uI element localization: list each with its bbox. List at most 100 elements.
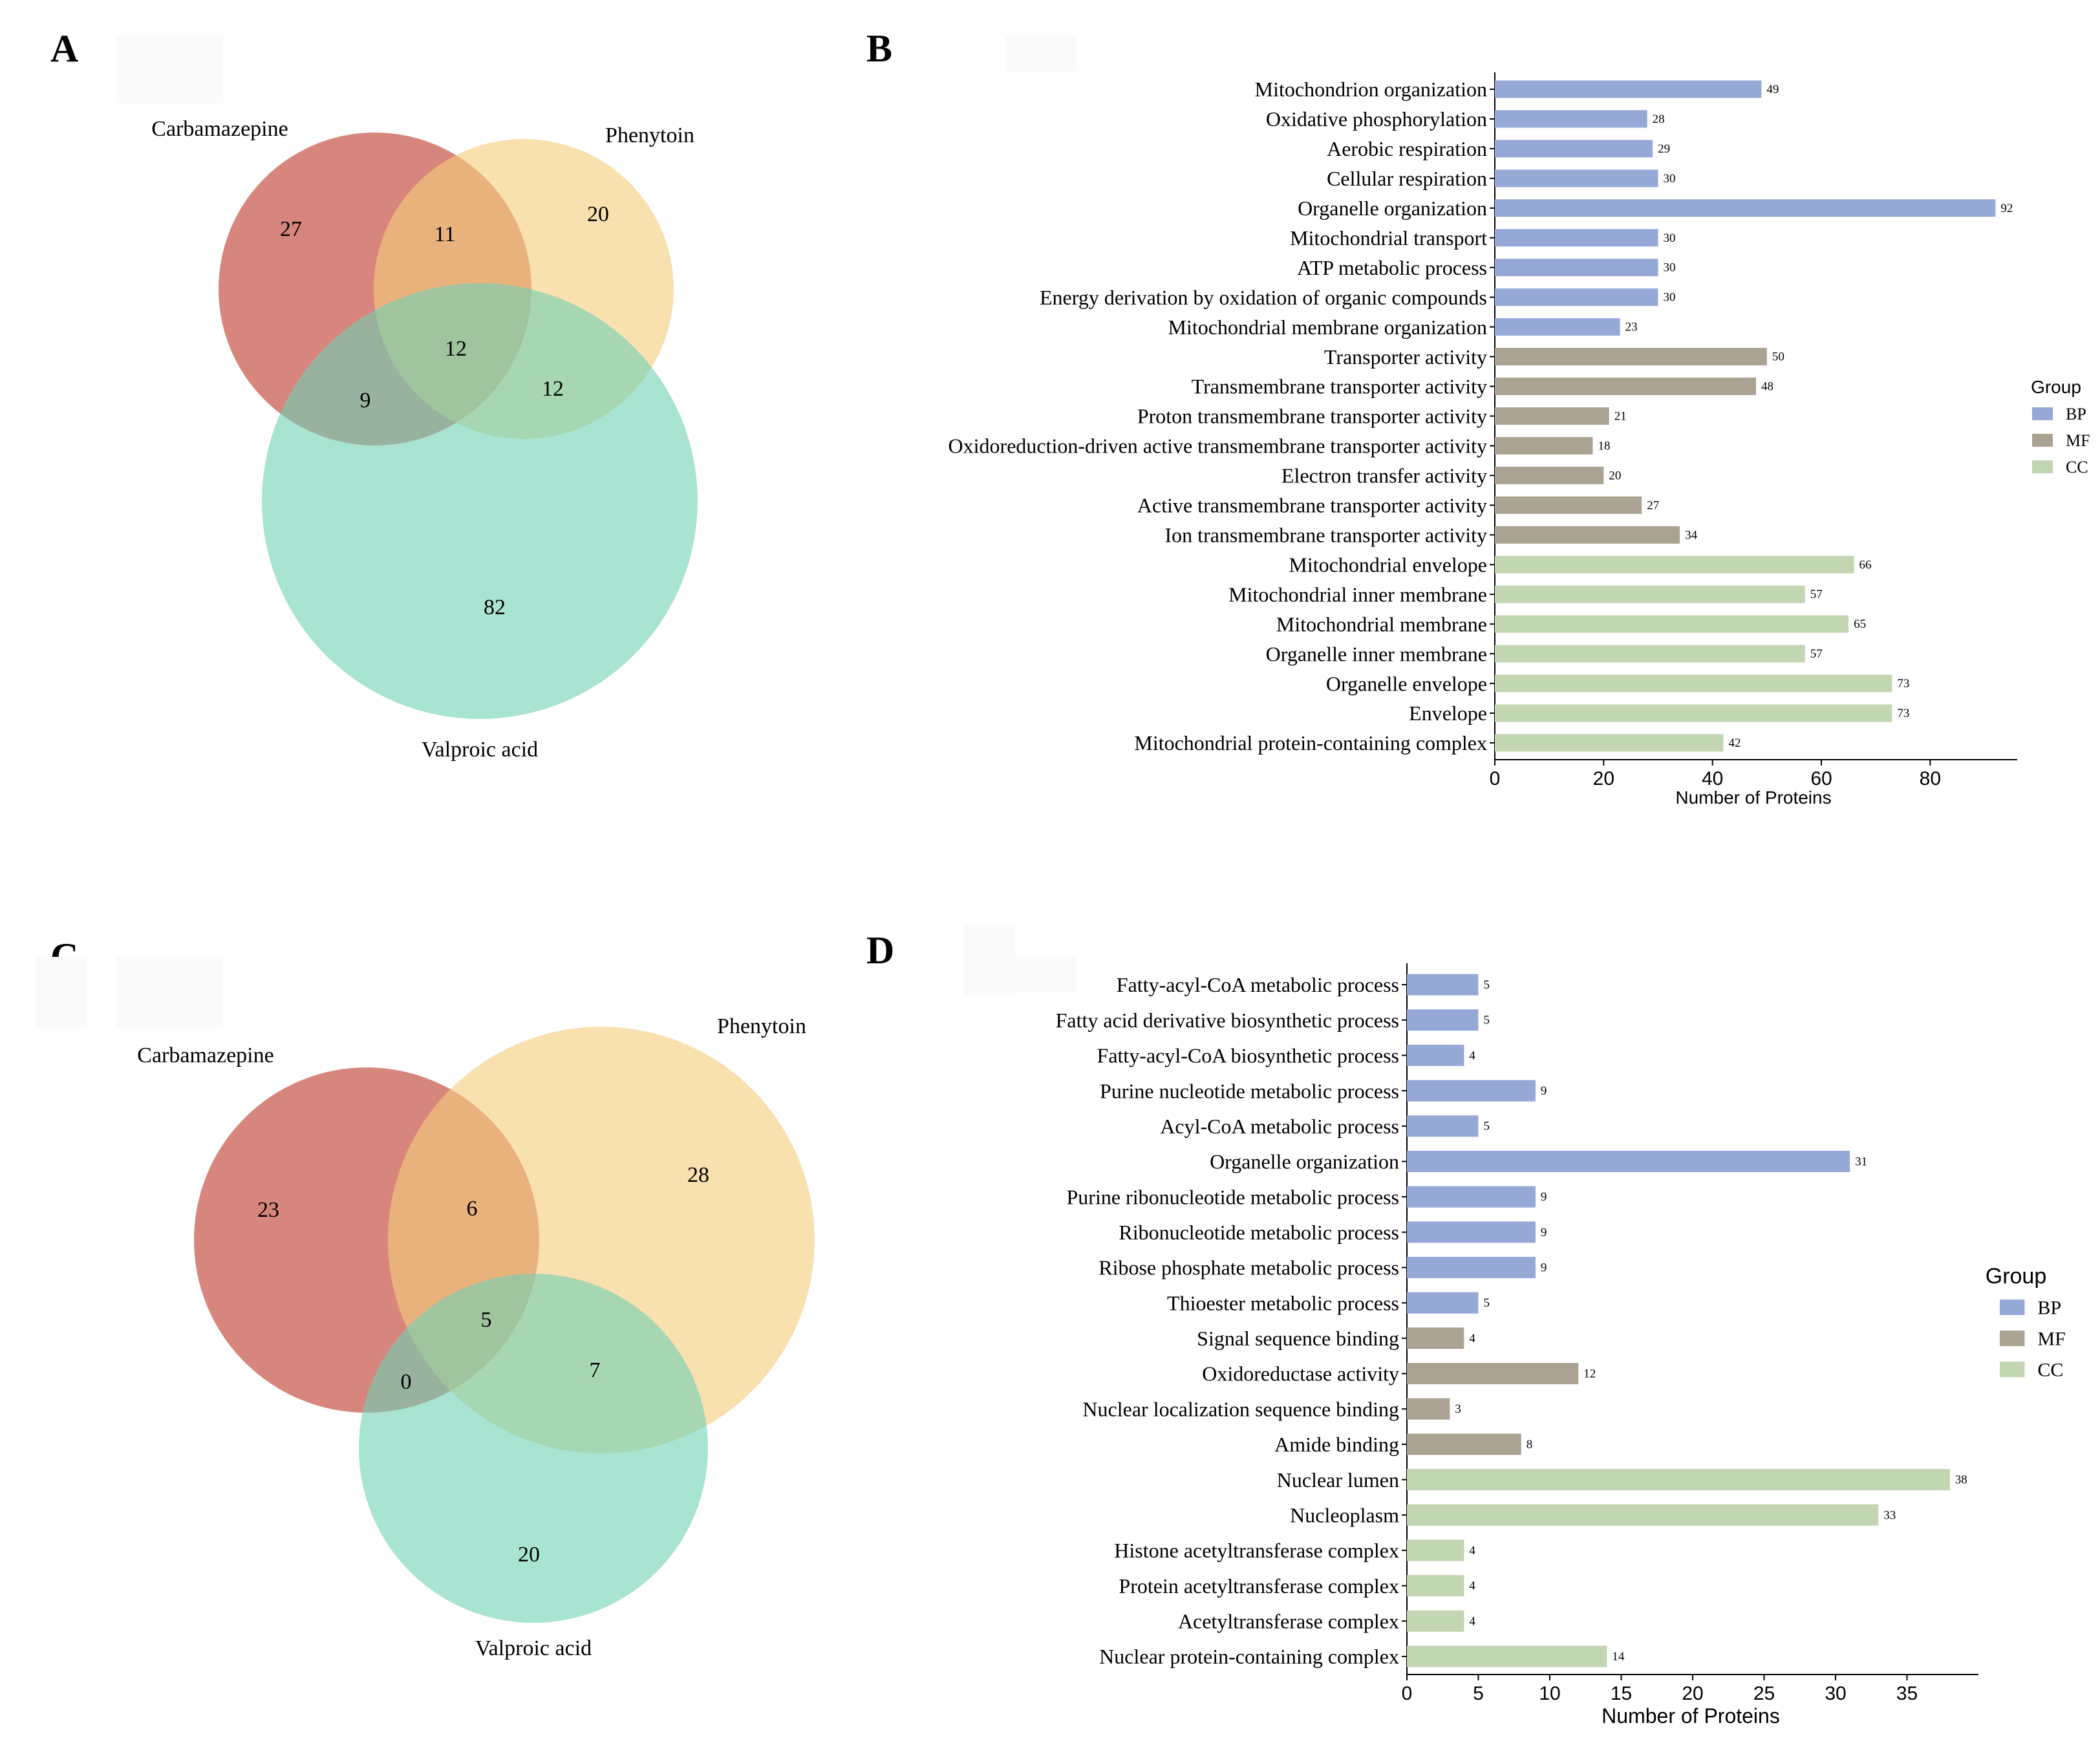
faint-box-c1 (36, 957, 87, 1028)
panel-label-d: D (866, 929, 894, 972)
chart-b-bar (1495, 318, 1620, 336)
chart-b-value-label: 48 (1761, 380, 1773, 394)
chart-d-value-label: 9 (1541, 1226, 1547, 1239)
chart-b-value-label: 50 (1772, 350, 1784, 364)
chart-d-bar (1407, 1645, 1607, 1667)
chart-b-category-label: Oxidative phosphorylation (1266, 107, 1487, 131)
chart-b-x-tick-label: 60 (1810, 768, 1832, 789)
chart-b-legend-swatch-cc (2032, 460, 2053, 473)
chart-d-category-label: Ribonucleotide metabolic process (1119, 1221, 1399, 1244)
chart-b-value-label: 42 (1729, 736, 1741, 750)
chart-d-value-label: 5 (1484, 978, 1490, 992)
chart-d-category-label: Acetyltransferase complex (1178, 1610, 1399, 1633)
chart-b-xlabel: Number of Proteins (1675, 787, 1831, 808)
chart-b-value-label: 30 (1664, 261, 1676, 275)
chart-b-value-label: 28 (1653, 112, 1665, 126)
chart-b-value-label: 57 (1810, 588, 1823, 601)
chart-b-legend-title: Group (2031, 377, 2081, 397)
chart-b-category-label: ATP metabolic process (1297, 256, 1487, 279)
chart-b-category-label: Oxidoreduction-driven active transmembra… (948, 434, 1487, 458)
chart-d-x-tick-label: 0 (1402, 1683, 1413, 1704)
venn-c-count-valproic: 20 (518, 1543, 540, 1567)
chart-d-category-label: Thioester metabolic process (1167, 1291, 1399, 1314)
chart-b-bar (1495, 229, 1658, 247)
chart-d-category-label: Nuclear localization sequence binding (1082, 1397, 1399, 1420)
chart-b-category-label: Mitochondrial membrane (1276, 612, 1487, 636)
venn-a-count-all: 12 (445, 337, 467, 361)
chart-b-bar (1495, 259, 1658, 277)
chart-d-category-label: Ribose phosphate metabolic process (1098, 1256, 1399, 1279)
chart-b-legend-label-bp: BP (2066, 405, 2086, 423)
chart-d-category-label: Nuclear lumen (1277, 1468, 1399, 1492)
chart-d-value-label: 4 (1469, 1332, 1475, 1345)
faint-box-b (1005, 36, 1077, 71)
chart-b-bar (1495, 110, 1647, 128)
venn-c-label-phenytoin: Phenytoin (717, 1014, 806, 1038)
venn-a-count-carb-valp: 9 (360, 389, 371, 412)
venn-a-circle-valproic (262, 283, 698, 719)
chart-b-category-label: Electron transfer activity (1281, 464, 1487, 487)
chart-b-category-label: Organelle organization (1298, 197, 1487, 220)
chart-b-category-label: Mitochondrial envelope (1289, 553, 1487, 576)
chart-d-x-tick-label: 20 (1682, 1683, 1703, 1704)
chart-b-category-label: Proton transmembrane transporter activit… (1137, 405, 1487, 428)
chart-d-legend-swatch-mf (2000, 1331, 2025, 1346)
chart-b-value-label: 30 (1664, 231, 1676, 245)
chart-b-bar (1495, 555, 1854, 573)
chart-d-x-tick-label: 35 (1896, 1683, 1918, 1704)
chart-d-bar (1407, 1044, 1464, 1066)
chart-b-bar (1495, 169, 1658, 187)
chart-d-bar (1407, 1610, 1464, 1632)
chart-b-x-tick-label: 20 (1593, 768, 1614, 789)
chart-d-bar (1407, 974, 1479, 996)
chart-b-category-label: Aerobic respiration (1327, 137, 1487, 160)
chart-b-category-label: Transporter activity (1324, 345, 1487, 369)
chart-b-bar (1495, 466, 1604, 484)
venn-a-label-valproic: Valproic acid (422, 738, 538, 762)
venn-c: Carbamazepine Phenytoin Valproic acid 23… (137, 1014, 815, 1660)
chart-b-value-label: 34 (1685, 528, 1698, 542)
chart-d-xlabel: Number of Proteins (1602, 1704, 1780, 1728)
chart-b-value-label: 18 (1598, 439, 1611, 453)
venn-c-circle-valproic (359, 1274, 708, 1623)
chart-d-legend-swatch-cc (2000, 1362, 2025, 1377)
venn-c-count-carbamazepine: 23 (257, 1198, 279, 1222)
chart-b-bar (1495, 645, 1805, 663)
chart-d-value-label: 12 (1583, 1367, 1596, 1381)
chart-d-x-tick-label: 5 (1473, 1683, 1484, 1704)
venn-c-label-valproic: Valproic acid (475, 1636, 592, 1660)
chart-d-legend-label-mf: MF (2037, 1329, 2065, 1350)
chart-d-value-label: 4 (1469, 1049, 1475, 1062)
chart-b-category-label: Envelope (1409, 701, 1487, 725)
chart-d-legend-label-cc: CC (2037, 1360, 2063, 1381)
chart-b-bar (1495, 288, 1658, 306)
venn-a-count-carbamazepine: 27 (280, 217, 302, 241)
chart-b-bar (1495, 199, 1996, 217)
chart-b-value-label: 30 (1664, 172, 1676, 186)
chart-d-category-label: Histone acetyltransferase complex (1114, 1539, 1399, 1562)
chart-d-bar (1407, 1256, 1536, 1278)
chart-b-value-label: 92 (2000, 202, 2013, 215)
chart-d-x-tick-label: 25 (1753, 1683, 1775, 1704)
chart-d-value-label: 4 (1469, 1614, 1475, 1628)
chart-d-value-label: 31 (1855, 1155, 1867, 1168)
chart-d-value-label: 3 (1455, 1402, 1461, 1416)
chart-b-x-tick-label: 0 (1490, 768, 1501, 789)
chart-b-category-label: Ion transmembrane transporter activity (1165, 524, 1487, 547)
chart-b-bar (1495, 526, 1680, 544)
chart-b-category-label: Transmembrane transporter activity (1192, 375, 1487, 398)
chart-d-legend-label-bp: BP (2037, 1298, 2061, 1319)
chart-d-bar (1407, 1398, 1450, 1420)
chart-b-value-label: 23 (1625, 321, 1638, 334)
chart-d-category-label: Fatty acid derivative biosynthetic proce… (1056, 1009, 1399, 1032)
chart-d-value-label: 38 (1955, 1473, 1967, 1487)
chart-b-bar (1495, 585, 1805, 603)
chart-d-value-label: 33 (1883, 1508, 1896, 1522)
chart-b-legend-swatch-mf (2032, 434, 2053, 447)
venn-c-count-carb-valp: 0 (401, 1370, 412, 1394)
chart-d-category-label: Nucleoplasm (1290, 1503, 1399, 1526)
chart-d-category-label: Purine ribonucleotide metabolic process (1066, 1185, 1399, 1208)
chart-b-bar (1495, 407, 1609, 425)
chart-b-bar (1495, 615, 1849, 633)
